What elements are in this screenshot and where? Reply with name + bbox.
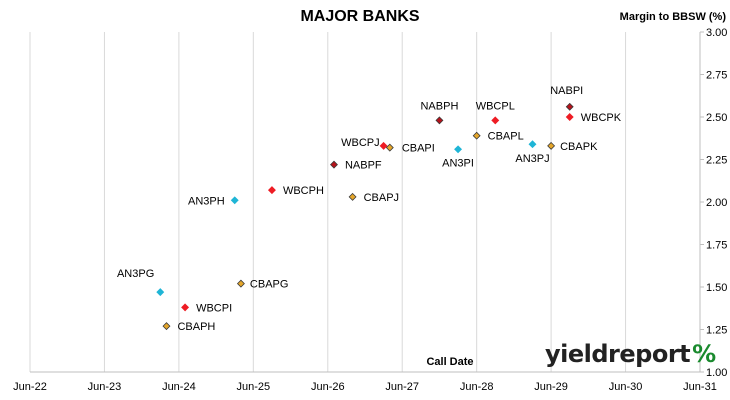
x-tick-label: Jun-22 (13, 381, 47, 393)
marker-wbcph (267, 186, 276, 195)
marker-nabpi (565, 102, 574, 111)
x-tick-label: Jun-28 (460, 381, 494, 393)
yieldreport-logo: yieldreport % (545, 340, 716, 372)
marker-an3pi (454, 145, 463, 154)
y-tick-label: 2.75 (706, 70, 727, 82)
y-tick-label: 1.50 (706, 282, 727, 294)
x-tick-label: Jun-25 (237, 381, 271, 393)
data-label-cbapj: CBAPJ (364, 192, 399, 204)
y-tick-label: 2.25 (706, 155, 727, 167)
y-tick-label: 1.25 (706, 325, 727, 337)
marker-nabpf (330, 160, 338, 169)
data-label-an3ph: AN3PH (188, 195, 225, 207)
marker-wbcpi (181, 303, 190, 312)
marker-an3ph (230, 196, 239, 205)
marker-wbcpj (379, 141, 388, 150)
x-tick-label: Jun-31 (683, 381, 717, 393)
marker-wbcpl (491, 116, 500, 125)
brand-text: yieldreport (545, 340, 691, 368)
marker-an3pj (528, 140, 537, 149)
y-tick-label: 2.00 (706, 197, 727, 209)
chart-title: MAJOR BANKS (300, 8, 420, 25)
marker-an3pg (156, 288, 165, 297)
marker-wbcpk (565, 113, 574, 121)
y-axis-title: Margin to BBSW (%) (619, 11, 726, 23)
marker-cbapg (236, 279, 245, 288)
x-tick-label: Jun-27 (385, 381, 419, 393)
data-label-cbapi: CBAPI (402, 143, 435, 155)
data-label-an3pi: AN3PI (442, 157, 474, 169)
data-label-cbaph: CBAPH (177, 321, 215, 333)
data-label-wbcpk: WBCPK (581, 112, 622, 124)
marker-nabph (435, 116, 444, 125)
data-label-cbapg: CBAPG (250, 279, 289, 291)
data-label-an3pj: AN3PJ (515, 153, 549, 165)
data-label-wbcpl: WBCPL (476, 100, 515, 112)
data-label-cbapk: CBAPK (560, 141, 598, 153)
data-label-nabpf: NABPF (345, 160, 382, 172)
marker-cbapj (348, 192, 357, 201)
marker-cbapk (547, 141, 556, 150)
x-tick-label: Jun-23 (88, 381, 122, 393)
y-tick-label: 3.00 (706, 27, 727, 39)
percent-logo-icon: % (692, 340, 717, 368)
data-label-an3pg: AN3PG (117, 268, 154, 280)
x-tick-label: Jun-26 (311, 381, 345, 393)
y-tick-label: 1.75 (706, 240, 727, 252)
y-tick-label: 2.50 (706, 112, 727, 124)
data-label-wbcpj: WBCPJ (341, 137, 380, 149)
data-label-cbapl: CBAPL (488, 131, 524, 143)
marker-cbapl (472, 131, 481, 140)
x-tick-label: Jun-30 (609, 381, 643, 393)
data-label-wbcpi: WBCPI (196, 302, 232, 314)
x-tick-label: Jun-24 (162, 381, 196, 393)
marker-cbaph (162, 322, 171, 331)
data-label-nabph: NABPH (420, 100, 458, 112)
data-label-nabpi: NABPI (550, 85, 583, 97)
marker-cbapi (385, 143, 394, 152)
x-tick-label: Jun-29 (534, 381, 568, 393)
x-axis-title: Call Date (426, 356, 474, 368)
y-tick-label: 1.00 (706, 367, 727, 379)
data-label-wbcph: WBCPH (283, 185, 324, 197)
